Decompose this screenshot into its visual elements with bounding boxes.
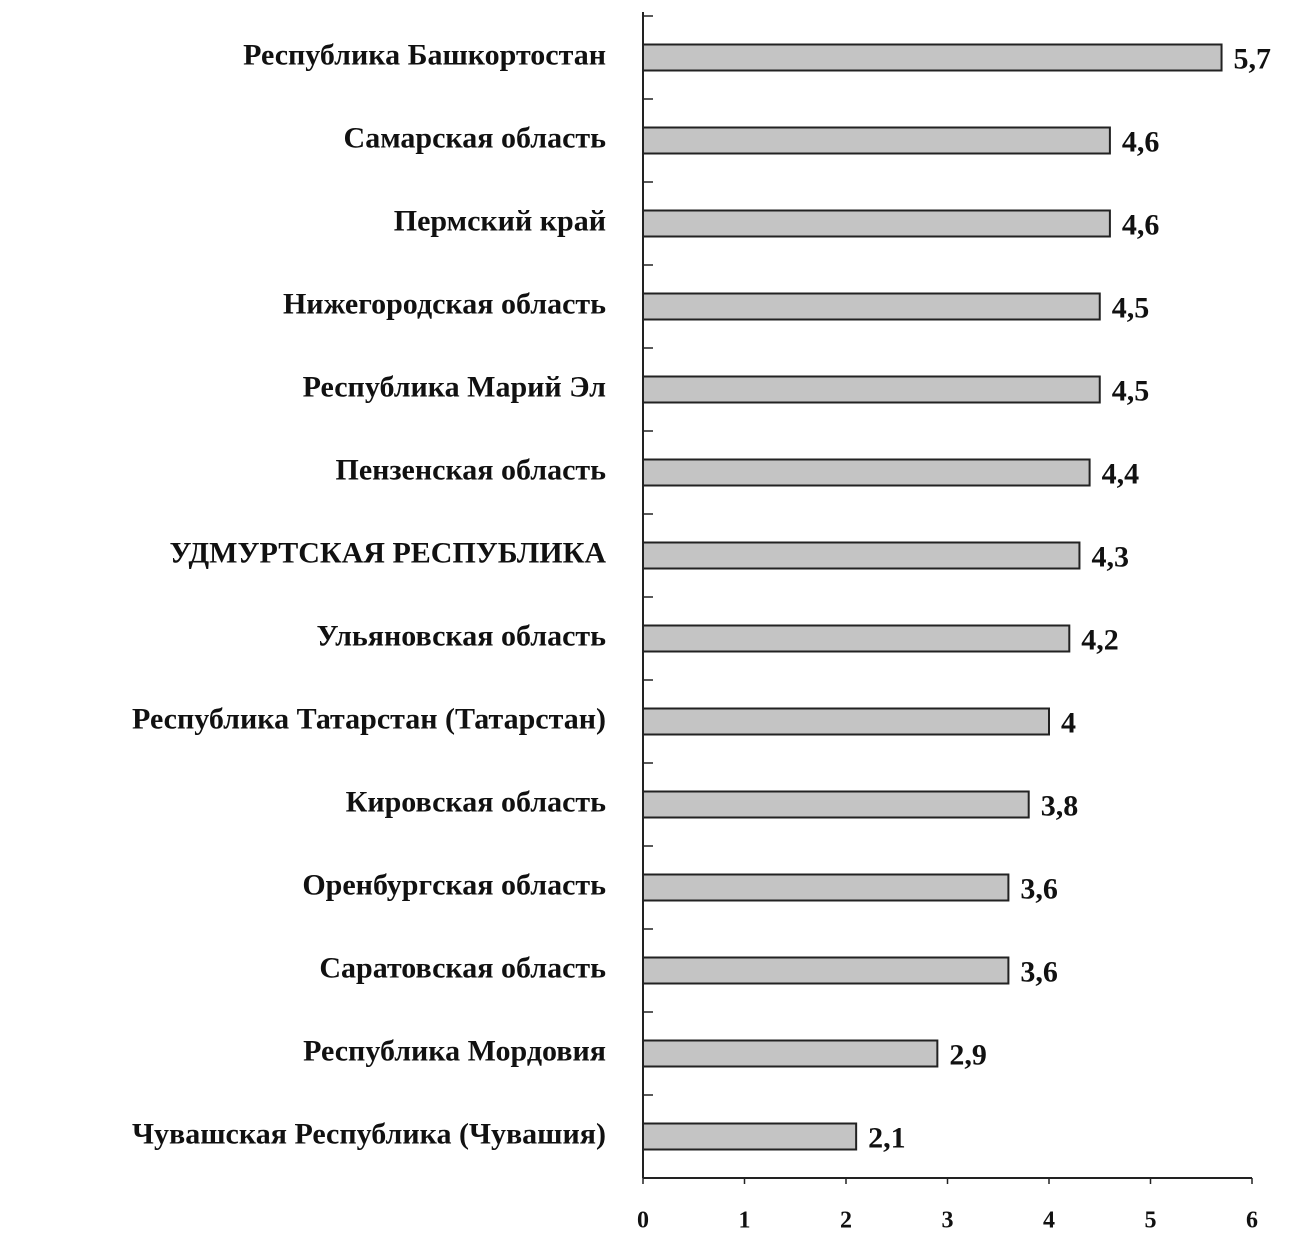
- bar: [642, 375, 1101, 404]
- y-tick-label: Ульяновская область: [316, 619, 606, 652]
- bar: [642, 624, 1071, 653]
- bar: [642, 707, 1050, 736]
- value-label: 4,6: [1122, 125, 1160, 158]
- y-tick-label: Республика Мордовия: [303, 1034, 606, 1067]
- bar: [642, 292, 1101, 321]
- x-tick-label: 0: [637, 1208, 649, 1233]
- bar: [642, 126, 1111, 155]
- value-label: 4,5: [1112, 374, 1150, 407]
- y-tick-label: УДМУРТСКАЯ РЕСПУБЛИКА: [170, 536, 607, 569]
- value-label: 2,1: [868, 1121, 906, 1154]
- y-tick-label: Республика Татарстан (Татарстан): [132, 702, 606, 735]
- bar: [642, 873, 1010, 902]
- y-tick-label: Саратовская область: [319, 951, 606, 984]
- y-tick-label: Пермский край: [394, 204, 606, 237]
- value-label: 4,4: [1102, 457, 1140, 490]
- y-tick-label: Кировская область: [346, 785, 607, 818]
- value-label: 4: [1061, 706, 1076, 739]
- x-tick-label: 5: [1145, 1208, 1157, 1233]
- x-tick-label: 6: [1246, 1208, 1258, 1233]
- bar: [642, 209, 1111, 238]
- y-tick-label: Оренбургская область: [302, 868, 606, 901]
- y-tick-label: Нижегородская область: [283, 287, 606, 320]
- value-label: 4,5: [1112, 291, 1150, 324]
- value-label: 5,7: [1234, 42, 1272, 75]
- value-label: 4,3: [1091, 540, 1129, 573]
- value-label: 3,8: [1041, 789, 1079, 822]
- value-label: 3,6: [1020, 955, 1058, 988]
- x-tick-label: 1: [739, 1208, 751, 1233]
- y-tick-label: Пензенская область: [336, 453, 607, 486]
- bar: [642, 1122, 858, 1151]
- x-tick-label: 2: [840, 1208, 852, 1233]
- value-label: 4,2: [1081, 623, 1119, 656]
- bar: [642, 790, 1030, 819]
- bar: [642, 541, 1081, 570]
- value-label: 4,6: [1122, 208, 1160, 241]
- y-tick-label: Республика Башкортостан: [243, 38, 606, 71]
- bar: [642, 458, 1091, 487]
- y-tick-label: Республика Марий Эл: [303, 370, 607, 403]
- bar: [642, 956, 1010, 985]
- bar: [642, 43, 1223, 72]
- x-tick-label: 4: [1043, 1208, 1055, 1233]
- y-tick-label: Самарская область: [344, 121, 607, 154]
- bar: [642, 1039, 939, 1068]
- value-label: 3,6: [1020, 872, 1058, 905]
- value-label: 2,9: [949, 1038, 987, 1071]
- y-tick-label: Чувашская Республика (Чувашия): [132, 1117, 606, 1150]
- x-tick-label: 3: [942, 1208, 954, 1233]
